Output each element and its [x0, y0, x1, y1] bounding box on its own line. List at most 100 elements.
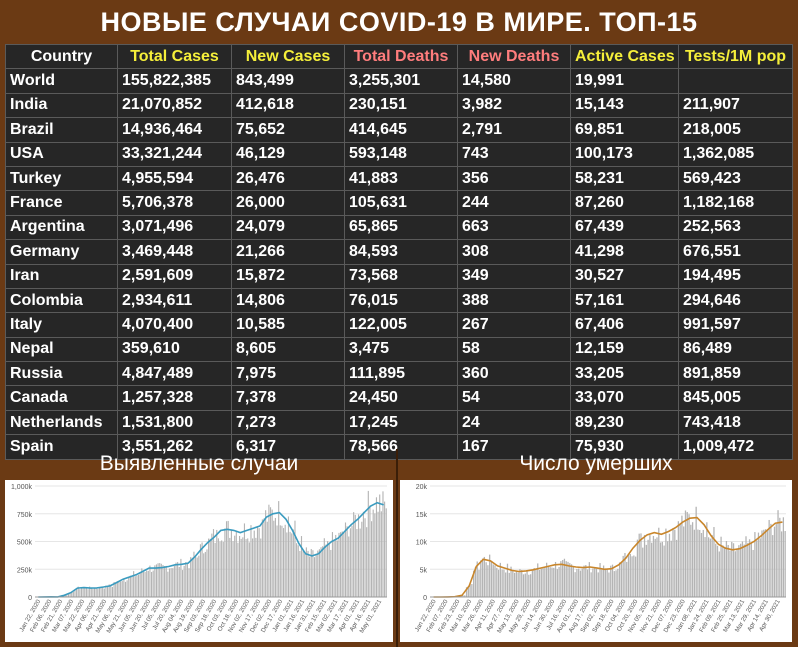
- bar: [193, 551, 195, 597]
- bar: [521, 570, 523, 597]
- bar: [693, 529, 696, 597]
- bar: [144, 572, 146, 597]
- bar: [115, 583, 117, 597]
- table-cell: 2,934,611: [117, 287, 232, 314]
- bar: [610, 565, 612, 597]
- bar: [620, 562, 623, 597]
- table-cell: 4,070,400: [117, 312, 232, 338]
- table-row: Argentina 3,071,496 24,079 65,865 663 67,439 2…: [5, 214, 793, 241]
- bar: [121, 581, 123, 597]
- bar: [369, 505, 371, 597]
- table-cell: 194,495: [678, 263, 793, 289]
- bar: [524, 573, 526, 597]
- bar: [111, 586, 114, 597]
- bar: [469, 584, 471, 597]
- bar: [727, 545, 729, 597]
- table-cell: 69,851: [570, 117, 679, 143]
- bar: [93, 587, 96, 597]
- table-cell: Canada: [5, 385, 118, 411]
- table-cell: 1,009,472: [678, 434, 793, 460]
- bar: [379, 494, 381, 597]
- bar: [353, 512, 355, 597]
- table-cell: Russia: [5, 361, 118, 387]
- bar: [690, 524, 692, 597]
- bar: [665, 528, 667, 597]
- bar: [736, 548, 738, 597]
- bar: [317, 550, 319, 597]
- deaths-chart-title: Число умерших: [519, 452, 673, 475]
- bar: [359, 528, 361, 597]
- table-cell: 7,378: [231, 385, 345, 411]
- bar: [768, 519, 770, 597]
- bar: [105, 585, 107, 597]
- y-tick-label: 0: [423, 595, 427, 602]
- bar: [271, 509, 273, 597]
- bar: [294, 520, 296, 597]
- y-tick-label: 10k: [416, 540, 428, 547]
- bar: [779, 517, 781, 597]
- table-cell: 230,151: [344, 92, 458, 119]
- bar: [64, 595, 66, 597]
- bar: [531, 570, 534, 597]
- bar: [315, 553, 317, 597]
- table-cell: 360: [457, 361, 571, 387]
- bar: [547, 567, 550, 597]
- bar: [250, 525, 252, 597]
- table-row: USA 33,321,244 46,129 593,148 743 100,173 1,36…: [5, 141, 793, 167]
- bar: [496, 567, 498, 597]
- bar: [576, 568, 578, 597]
- table-cell: 1,531,800: [117, 409, 232, 436]
- bar: [252, 538, 254, 597]
- table-cell: 24: [457, 409, 571, 436]
- bar: [553, 567, 555, 597]
- bar: [747, 542, 749, 597]
- bar: [597, 572, 599, 597]
- table-cell: 3,982: [457, 92, 571, 119]
- table-cell: 24,079: [231, 214, 345, 241]
- bar: [183, 565, 185, 597]
- bar: [177, 562, 179, 597]
- y-tick-label: 250k: [17, 567, 33, 574]
- bar: [640, 533, 642, 597]
- table-row: Turkey 4,955,594 26,476 41,883 356 58,231 569,…: [5, 165, 793, 192]
- table-row: India 21,070,852 412,618 230,151 3,982 15,143…: [5, 92, 793, 119]
- header-new-cases: New Cases: [231, 43, 345, 70]
- table-cell: 122,005: [344, 312, 458, 338]
- table-cell: 14,580: [457, 68, 571, 94]
- bar: [258, 528, 260, 597]
- bar: [118, 581, 120, 597]
- bar: [722, 545, 724, 597]
- table-cell: 7,273: [231, 409, 345, 436]
- bar: [95, 588, 97, 597]
- bar: [613, 571, 615, 597]
- bar: [181, 570, 184, 597]
- bar: [741, 541, 744, 597]
- y-tick-label: 20k: [416, 484, 428, 491]
- bar: [594, 567, 596, 597]
- bar: [551, 567, 553, 597]
- table-cell: 3,551,262: [117, 434, 232, 460]
- bar: [168, 568, 171, 597]
- bar: [237, 542, 239, 597]
- table-cell: 1,257,328: [117, 385, 232, 411]
- bar: [260, 538, 262, 597]
- bar: [706, 522, 708, 597]
- bar: [211, 533, 213, 597]
- bar: [103, 588, 105, 597]
- bar: [247, 538, 249, 597]
- bar: [618, 562, 621, 597]
- bar: [175, 562, 177, 597]
- bar: [335, 534, 337, 597]
- bar: [82, 587, 84, 597]
- table-cell: Colombia: [5, 287, 118, 314]
- bar: [757, 532, 760, 597]
- table-cell: 308: [457, 239, 571, 265]
- bar: [216, 529, 218, 597]
- bar: [763, 529, 765, 597]
- bar: [480, 560, 482, 597]
- bar: [229, 537, 231, 597]
- table-row: Italy 4,070,400 10,585 122,005 267 67,406 991,…: [5, 312, 793, 338]
- bar: [357, 514, 360, 597]
- y-tick-label: 500k: [17, 540, 33, 547]
- bar: [255, 537, 257, 597]
